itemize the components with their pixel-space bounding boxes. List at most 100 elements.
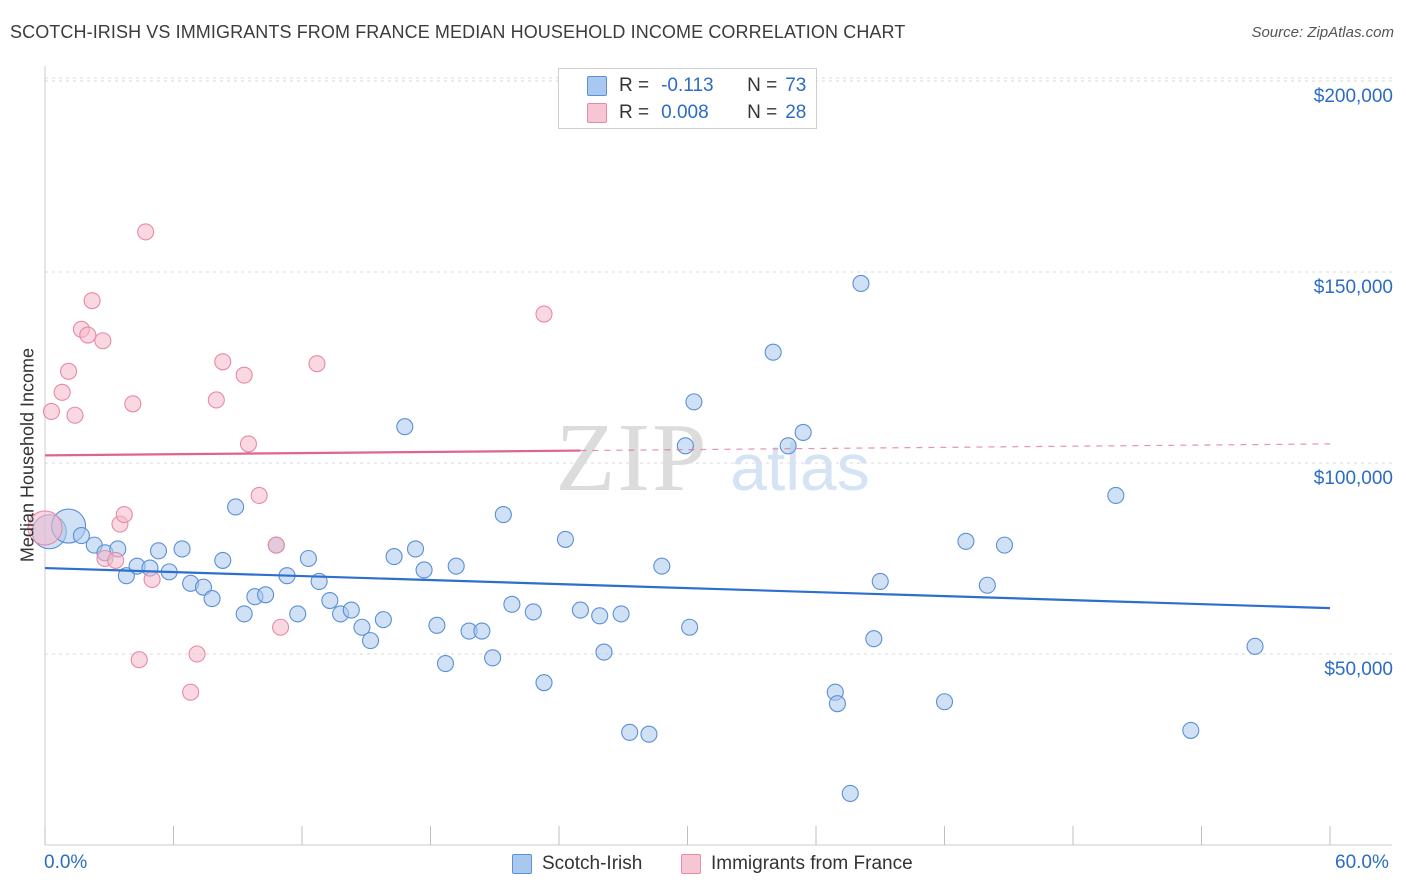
trend-line-immigrants-from-france — [44, 449, 581, 457]
data-point — [676, 437, 694, 455]
data-point — [828, 695, 846, 713]
data-point — [852, 274, 870, 293]
pink-swatch-icon — [587, 103, 607, 123]
stats-legend-row-blue: R = -0.113 N = 73 — [559, 73, 806, 99]
data-point — [865, 630, 883, 648]
grid-lines — [45, 77, 1392, 655]
n-value: 28 — [785, 102, 807, 123]
data-point — [681, 618, 699, 636]
data-point — [267, 536, 285, 554]
data-point — [484, 649, 502, 667]
stats-legend-row-pink: R = 0.008 N = 28 — [559, 100, 806, 126]
watermark-zip: ZIP — [556, 404, 709, 512]
data-point — [535, 674, 553, 692]
trend-line-immigrants-from-france-projection — [580, 443, 1331, 452]
data-point — [79, 326, 97, 344]
legend-item-scotch-irish[interactable]: Scotch-Irish — [512, 853, 642, 875]
data-point — [794, 423, 812, 441]
data-point — [308, 355, 326, 373]
data-point — [214, 551, 232, 569]
data-point — [257, 586, 275, 604]
data-point — [227, 498, 245, 516]
data-point — [556, 530, 574, 548]
data-point — [83, 292, 101, 310]
data-point — [42, 402, 60, 420]
data-point — [841, 784, 859, 802]
legend-item-immigrants-france[interactable]: Immigrants from France — [681, 853, 913, 875]
data-point — [621, 723, 639, 741]
axes — [44, 66, 1392, 846]
legend-label-immigrants-france: Immigrants from France — [711, 853, 913, 874]
data-point — [503, 595, 521, 613]
data-point — [436, 654, 455, 673]
data-point — [591, 607, 609, 625]
data-point — [473, 622, 491, 640]
data-point — [1182, 721, 1200, 739]
data-point — [1246, 637, 1264, 655]
x-tick-max: 60.0% — [1335, 852, 1389, 873]
r-label: R = — [619, 102, 650, 123]
data-point — [385, 548, 403, 566]
blue-swatch-icon — [512, 854, 532, 874]
data-point — [653, 557, 671, 575]
pink-swatch-icon — [681, 854, 701, 874]
data-point — [72, 527, 90, 545]
data-point — [342, 601, 360, 619]
n-label: N = — [747, 75, 778, 96]
data-point — [415, 561, 433, 579]
data-point — [406, 540, 425, 558]
data-point — [779, 437, 797, 455]
x-tick-min: 0.0% — [44, 852, 88, 873]
data-point — [194, 578, 213, 596]
r-value: 0.008 — [661, 102, 709, 123]
y-axis-label: Median Household Income — [17, 347, 38, 563]
data-point — [428, 616, 446, 634]
data-point — [53, 383, 71, 401]
data-point — [214, 353, 232, 371]
series-immigrants-from-france — [27, 223, 553, 701]
data-point — [130, 651, 148, 669]
data-point — [250, 486, 268, 505]
data-point — [321, 591, 339, 610]
data-point — [571, 601, 589, 619]
data-point — [124, 395, 142, 413]
data-point — [374, 611, 392, 629]
data-point — [1107, 486, 1125, 505]
data-point — [396, 418, 414, 436]
data-point — [60, 362, 78, 380]
legend-label-scotch-irish: Scotch-Irish — [542, 853, 643, 874]
data-point — [94, 332, 112, 350]
data-point — [494, 506, 512, 524]
data-point — [182, 683, 200, 701]
trend-lines — [44, 443, 1331, 610]
data-point — [995, 536, 1014, 554]
data-point — [207, 391, 225, 409]
data-point — [66, 406, 84, 424]
data-point — [143, 570, 161, 589]
data-point — [978, 576, 996, 594]
data-point — [595, 643, 613, 661]
chart-title: SCOTCH-IRISH VS IMMIGRANTS FROM FRANCE M… — [10, 22, 906, 42]
trend-line-scotch-irish — [44, 566, 1331, 610]
data-point — [447, 557, 465, 575]
r-value: -0.113 — [661, 75, 714, 96]
data-point — [299, 549, 317, 568]
data-point — [188, 645, 206, 663]
data-point — [353, 618, 371, 636]
data-point — [137, 223, 155, 241]
data-point — [289, 605, 307, 623]
data-point — [871, 572, 889, 590]
data-point — [685, 393, 703, 411]
data-point — [764, 343, 782, 361]
n-label: N = — [747, 102, 778, 123]
data-point — [535, 305, 553, 323]
series-scotch-irish — [31, 274, 1264, 802]
chart-source: Source: ZipAtlas.com — [1251, 24, 1394, 41]
data-point — [107, 551, 125, 569]
data-point — [115, 506, 133, 524]
y-tick-150000: $150,000 — [1313, 277, 1393, 298]
y-tick-50000: $50,000 — [1324, 659, 1393, 680]
data-point — [203, 590, 221, 608]
stats-legend: R = -0.113 N = 73 R = 0.008 N = 28 — [558, 68, 817, 129]
blue-swatch-icon — [587, 76, 607, 96]
